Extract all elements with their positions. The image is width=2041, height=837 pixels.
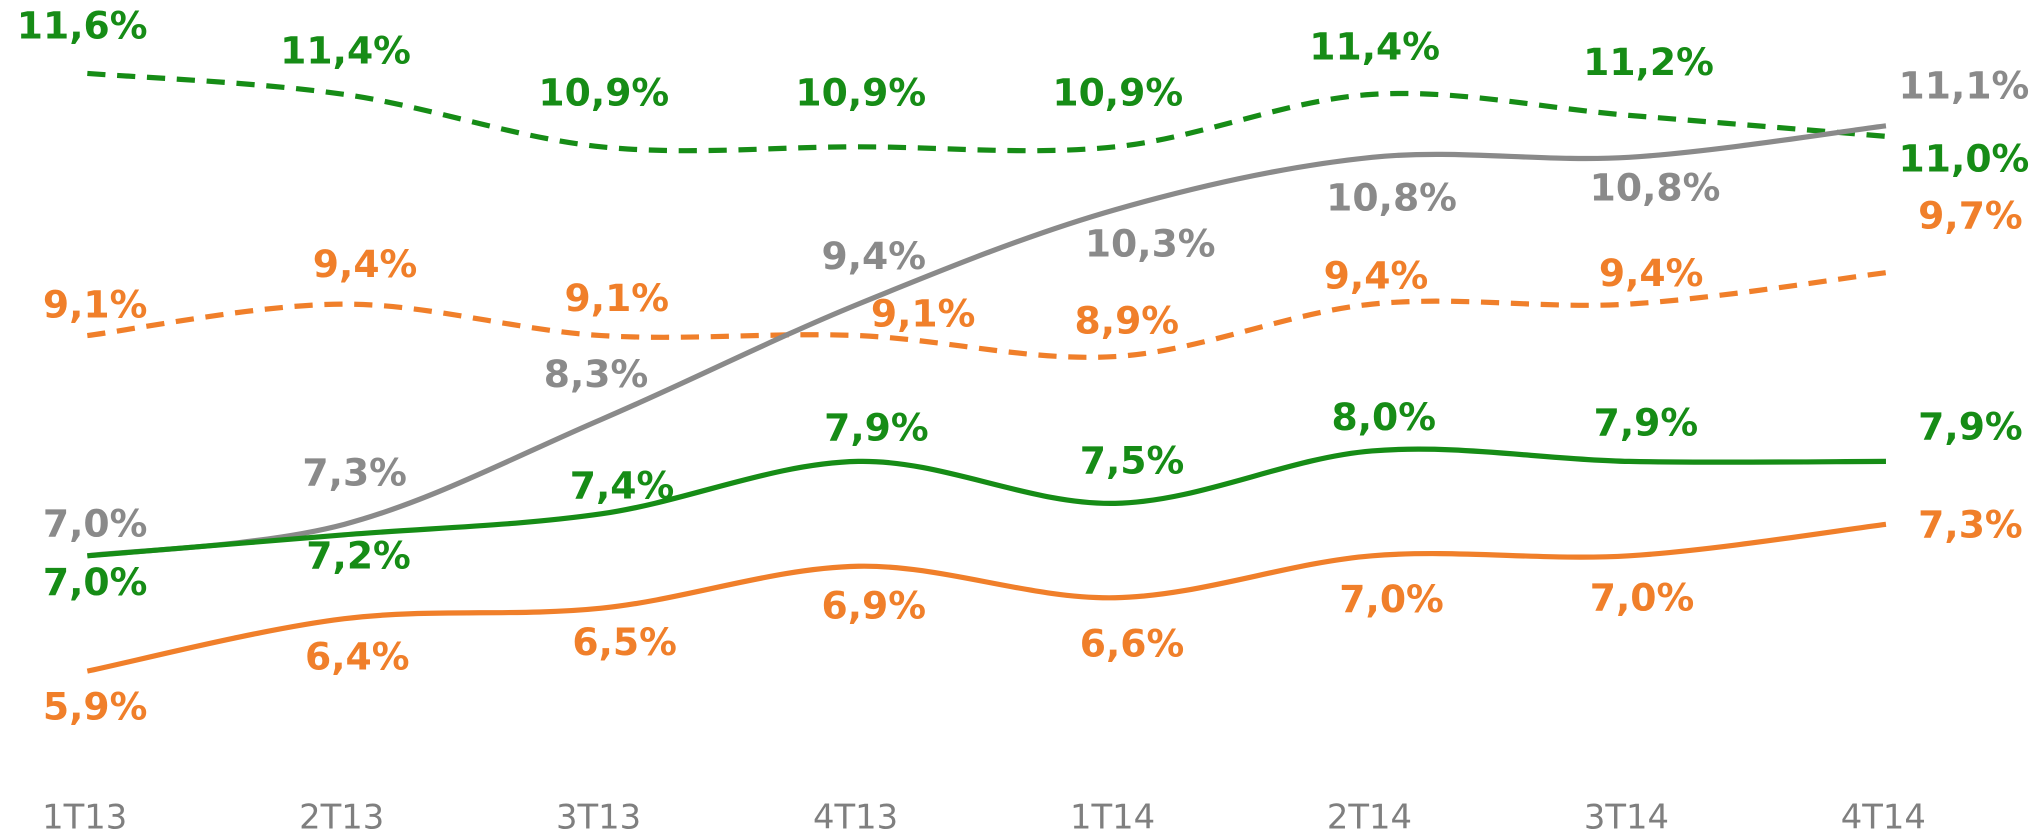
series-line [87,446,1886,559]
data-label: 6,6% [1080,621,1185,665]
data-label: 11,2% [1583,40,1714,84]
data-label: 7,5% [1080,439,1185,483]
data-label: 8,0% [1331,395,1436,439]
series-line [87,70,1887,154]
data-label: 10,8% [1326,176,1457,220]
data-label: 9,1% [565,276,670,320]
x-tick-label: 3T13 [556,797,641,836]
data-label: 10,9% [538,70,669,114]
series-line [87,123,1887,559]
data-label: 8,9% [1075,298,1180,342]
data-label: 7,9% [1594,401,1699,445]
data-label: 6,4% [305,634,410,678]
data-label: 9,4% [313,242,418,286]
data-label: 9,4% [821,234,926,278]
data-label: 7,3% [302,450,407,494]
data-label: 5,9% [43,684,148,728]
x-tick-label: 3T14 [1584,797,1669,836]
series-line [86,521,1887,674]
x-tick-label: 2T13 [299,797,384,836]
x-tick-label: 4T14 [1841,797,1926,836]
data-label: 9,1% [871,292,976,336]
data-label: 7,9% [824,406,929,450]
data-label: 7,0% [43,501,148,545]
data-label: 11,4% [280,28,411,72]
x-tick-label: 1T13 [42,797,127,836]
data-label: 7,4% [570,463,675,507]
data-label: 7,0% [1339,577,1444,621]
data-label: 6,9% [821,583,926,627]
x-tick-label: 1T14 [1070,797,1155,836]
data-label: 7,0% [1590,575,1695,619]
data-label: 9,4% [1324,254,1429,298]
data-label: 11,0% [1899,137,2030,181]
data-label: 7,9% [1918,404,2023,448]
data-label: 9,7% [1918,194,2023,238]
data-label: 6,5% [572,620,677,664]
data-label: 10,3% [1085,222,1216,266]
data-label: 10,8% [1590,165,1721,209]
series-line [87,270,1887,360]
data-label: 11,1% [1899,64,2030,108]
data-label: 10,9% [1052,70,1183,114]
data-label: 9,1% [43,282,148,326]
x-tick-label: 4T13 [813,797,898,836]
data-label: 9,4% [1599,251,1704,295]
data-label: 7,0% [43,560,148,604]
data-label: 7,3% [1918,502,2023,546]
data-label: 10,9% [795,70,926,114]
data-label: 11,6% [17,3,148,47]
data-label: 7,2% [306,534,411,578]
data-label: 8,3% [544,352,649,396]
x-tick-label: 2T14 [1327,797,1412,836]
data-label: 11,4% [1309,24,1440,68]
